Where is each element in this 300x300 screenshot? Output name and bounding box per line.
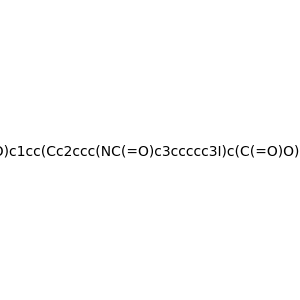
Text: OC(=O)c1cc(Cc2ccc(NC(=O)c3ccccc3I)c(C(=O)O)c2)ccc1: OC(=O)c1cc(Cc2ccc(NC(=O)c3ccccc3I)c(C(=O… <box>0 145 300 158</box>
